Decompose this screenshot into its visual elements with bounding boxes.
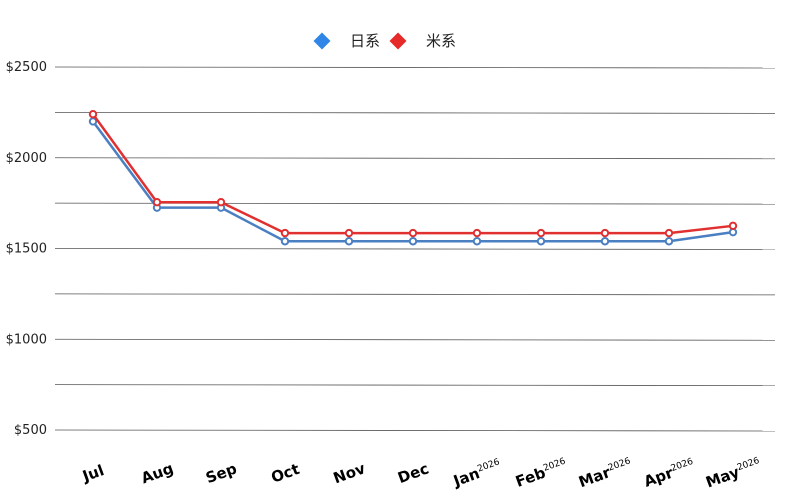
data-point — [472, 228, 482, 238]
x-tick-label: Oct — [269, 460, 302, 487]
series-1 — [88, 117, 738, 246]
grid-line — [54, 157, 776, 160]
grid-line — [54, 248, 776, 250]
legend-label: 日系 — [350, 32, 380, 50]
x-axis: Jul Aug Sep Oct Nov Dec Jan2026 Feb2026 Mar2026 A… — [79, 455, 763, 492]
grid-line — [54, 384, 776, 387]
x-tick-label: Dec — [395, 459, 431, 487]
data-point — [344, 237, 354, 246]
grid-line — [54, 66, 776, 69]
data-point — [600, 228, 610, 238]
x-tick-label: Mar2026 — [576, 455, 634, 491]
data-point — [216, 198, 226, 207]
series-line — [91, 113, 734, 235]
data-point — [472, 237, 482, 246]
legend: 日系 米系 — [313, 32, 457, 50]
grid-line — [54, 111, 776, 114]
data-point — [536, 237, 546, 246]
data-point — [664, 228, 674, 238]
x-tick-year: 2026 — [736, 456, 761, 473]
y-tick-label: $1500 — [6, 242, 47, 257]
data-point — [408, 237, 418, 246]
x-tick-year: 2026 — [670, 457, 695, 474]
x-tick-label: Jan2026 — [450, 456, 504, 490]
data-point — [344, 228, 354, 238]
legend-diamond-icon — [313, 32, 331, 50]
x-tick-label: Sep — [203, 459, 239, 487]
series-line — [91, 120, 734, 243]
x-tick-label: Apr2026 — [641, 456, 697, 491]
legend-item-2[interactable]: 米系 — [389, 32, 457, 50]
series-2 — [88, 109, 738, 238]
grid-line — [54, 338, 776, 341]
y-tick-label: $2500 — [6, 60, 47, 75]
data-point — [728, 221, 738, 231]
x-tick-label: Feb2026 — [513, 456, 570, 491]
x-tick-year: 2026 — [542, 457, 567, 474]
grid-line — [54, 429, 776, 432]
x-tick-year: 2026 — [607, 456, 632, 473]
legend-label: 米系 — [426, 32, 456, 50]
legend-item-1[interactable]: 日系 — [313, 32, 381, 50]
data-point — [408, 228, 418, 238]
series-layer — [88, 109, 738, 246]
x-tick-label: Nov — [331, 459, 368, 487]
data-point — [280, 228, 290, 238]
y-axis: $2500 $2000 $1500 $1000 $500 — [6, 60, 47, 438]
data-point — [536, 228, 546, 238]
data-point — [280, 237, 290, 246]
data-point — [152, 198, 162, 207]
x-tick-year: 2026 — [476, 457, 501, 474]
y-tick-label: $2000 — [6, 151, 47, 166]
grid-line — [54, 293, 776, 296]
legend-diamond-icon — [389, 32, 407, 50]
data-point — [664, 237, 674, 246]
data-point — [88, 109, 98, 119]
data-point — [600, 237, 610, 246]
y-tick-label: $1000 — [6, 332, 47, 347]
x-tick-label: May2026 — [703, 455, 763, 492]
grid — [54, 66, 776, 432]
x-tick-label: Jul — [79, 461, 106, 486]
y-tick-label: $500 — [14, 423, 47, 438]
x-tick-label: Aug — [139, 459, 176, 487]
